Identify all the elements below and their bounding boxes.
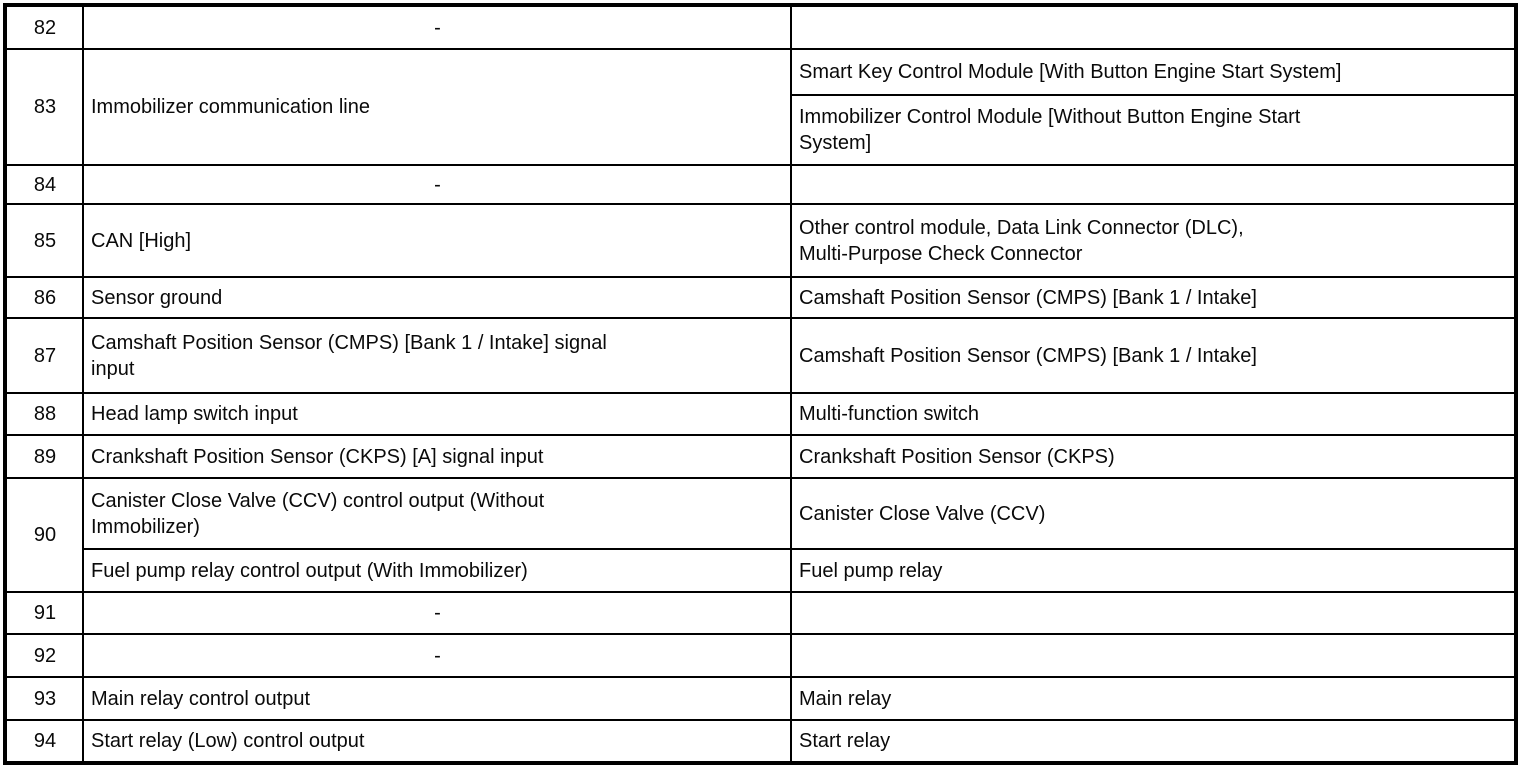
connection-cell: Camshaft Position Sensor (CMPS) [Bank 1 …: [790, 276, 1517, 319]
description-cell: -: [82, 591, 792, 635]
description-cell: Head lamp switch input: [82, 392, 792, 436]
description-cell: Fuel pump relay control output (With Imm…: [82, 548, 792, 593]
description-cell: CAN [High]: [82, 203, 792, 278]
table-row: Immobilizer Control Module [Without Butt…: [5, 94, 1517, 166]
description-cell: Camshaft Position Sensor (CMPS) [Bank 1 …: [82, 317, 792, 394]
description-cell: Sensor ground: [82, 276, 792, 319]
pin-cell: 89: [4, 434, 84, 479]
pin-cell: 88: [4, 392, 84, 436]
table-row: 90 Canister Close Valve (CCV) control ou…: [4, 477, 1517, 593]
pin-cell: 92: [4, 633, 84, 678]
connection-cell: Immobilizer Control Module [Without Butt…: [790, 94, 1517, 166]
pin-cell: 83: [4, 48, 84, 166]
connection-cell: Main relay: [790, 676, 1517, 721]
pin-cell: 93: [4, 676, 84, 721]
connection-cell: Fuel pump relay: [790, 548, 1517, 593]
table-row: 85 CAN [High] Other control module, Data…: [4, 203, 1517, 278]
table-row: 93 Main relay control output Main relay: [4, 676, 1517, 721]
connection-cell: Multi-function switch: [790, 392, 1517, 436]
table-row: Fuel pump relay control output (With Imm…: [5, 548, 1517, 593]
table-row: 83 Immobilizer communication line Smart …: [4, 48, 1517, 166]
description-cell: Immobilizer communication line: [82, 48, 792, 166]
pin-cell: 94: [4, 719, 84, 764]
pin-cell: 90: [4, 477, 84, 593]
description-cell: Main relay control output: [82, 676, 792, 721]
description-cell: Start relay (Low) control output: [82, 719, 792, 764]
description-cell: -: [82, 164, 792, 205]
connection-cell: [790, 633, 1517, 678]
table-row: 94 Start relay (Low) control output Star…: [4, 719, 1517, 764]
connection-cell: Crankshaft Position Sensor (CKPS): [790, 434, 1517, 479]
pin-function-table: 82 - 83 Immobilizer communication line S…: [3, 3, 1518, 765]
connection-cell: [790, 4, 1517, 50]
pin-cell: 85: [4, 203, 84, 278]
connection-cell: Other control module, Data Link Connecto…: [790, 203, 1517, 278]
table-row: 88 Head lamp switch input Multi-function…: [4, 392, 1517, 436]
connection-cell: [790, 591, 1517, 635]
table-row: 92 -: [4, 633, 1517, 678]
table-row: 87 Camshaft Position Sensor (CMPS) [Bank…: [4, 317, 1517, 394]
pin-cell: 91: [4, 591, 84, 635]
description-cell: Crankshaft Position Sensor (CKPS) [A] si…: [82, 434, 792, 479]
connection-cell: [790, 164, 1517, 205]
description-cell: Canister Close Valve (CCV) control outpu…: [82, 477, 792, 550]
description-cell: -: [82, 4, 792, 50]
connection-cell: Canister Close Valve (CCV): [790, 477, 1517, 550]
table-row: 86 Sensor ground Camshaft Position Senso…: [4, 276, 1517, 319]
table-row: 84 -: [4, 164, 1517, 205]
pin-cell: 82: [4, 4, 84, 50]
table-row: 89 Crankshaft Position Sensor (CKPS) [A]…: [4, 434, 1517, 479]
pin-cell: 86: [4, 276, 84, 319]
description-cell: -: [82, 633, 792, 678]
table-row: 91 -: [4, 591, 1517, 635]
pin-cell: 84: [4, 164, 84, 205]
connection-cell: Camshaft Position Sensor (CMPS) [Bank 1 …: [790, 317, 1517, 394]
table-row: 82 -: [4, 4, 1517, 50]
pin-cell: 87: [4, 317, 84, 394]
connection-cell: Start relay: [790, 719, 1517, 764]
connection-cell: Smart Key Control Module [With Button En…: [790, 48, 1517, 96]
